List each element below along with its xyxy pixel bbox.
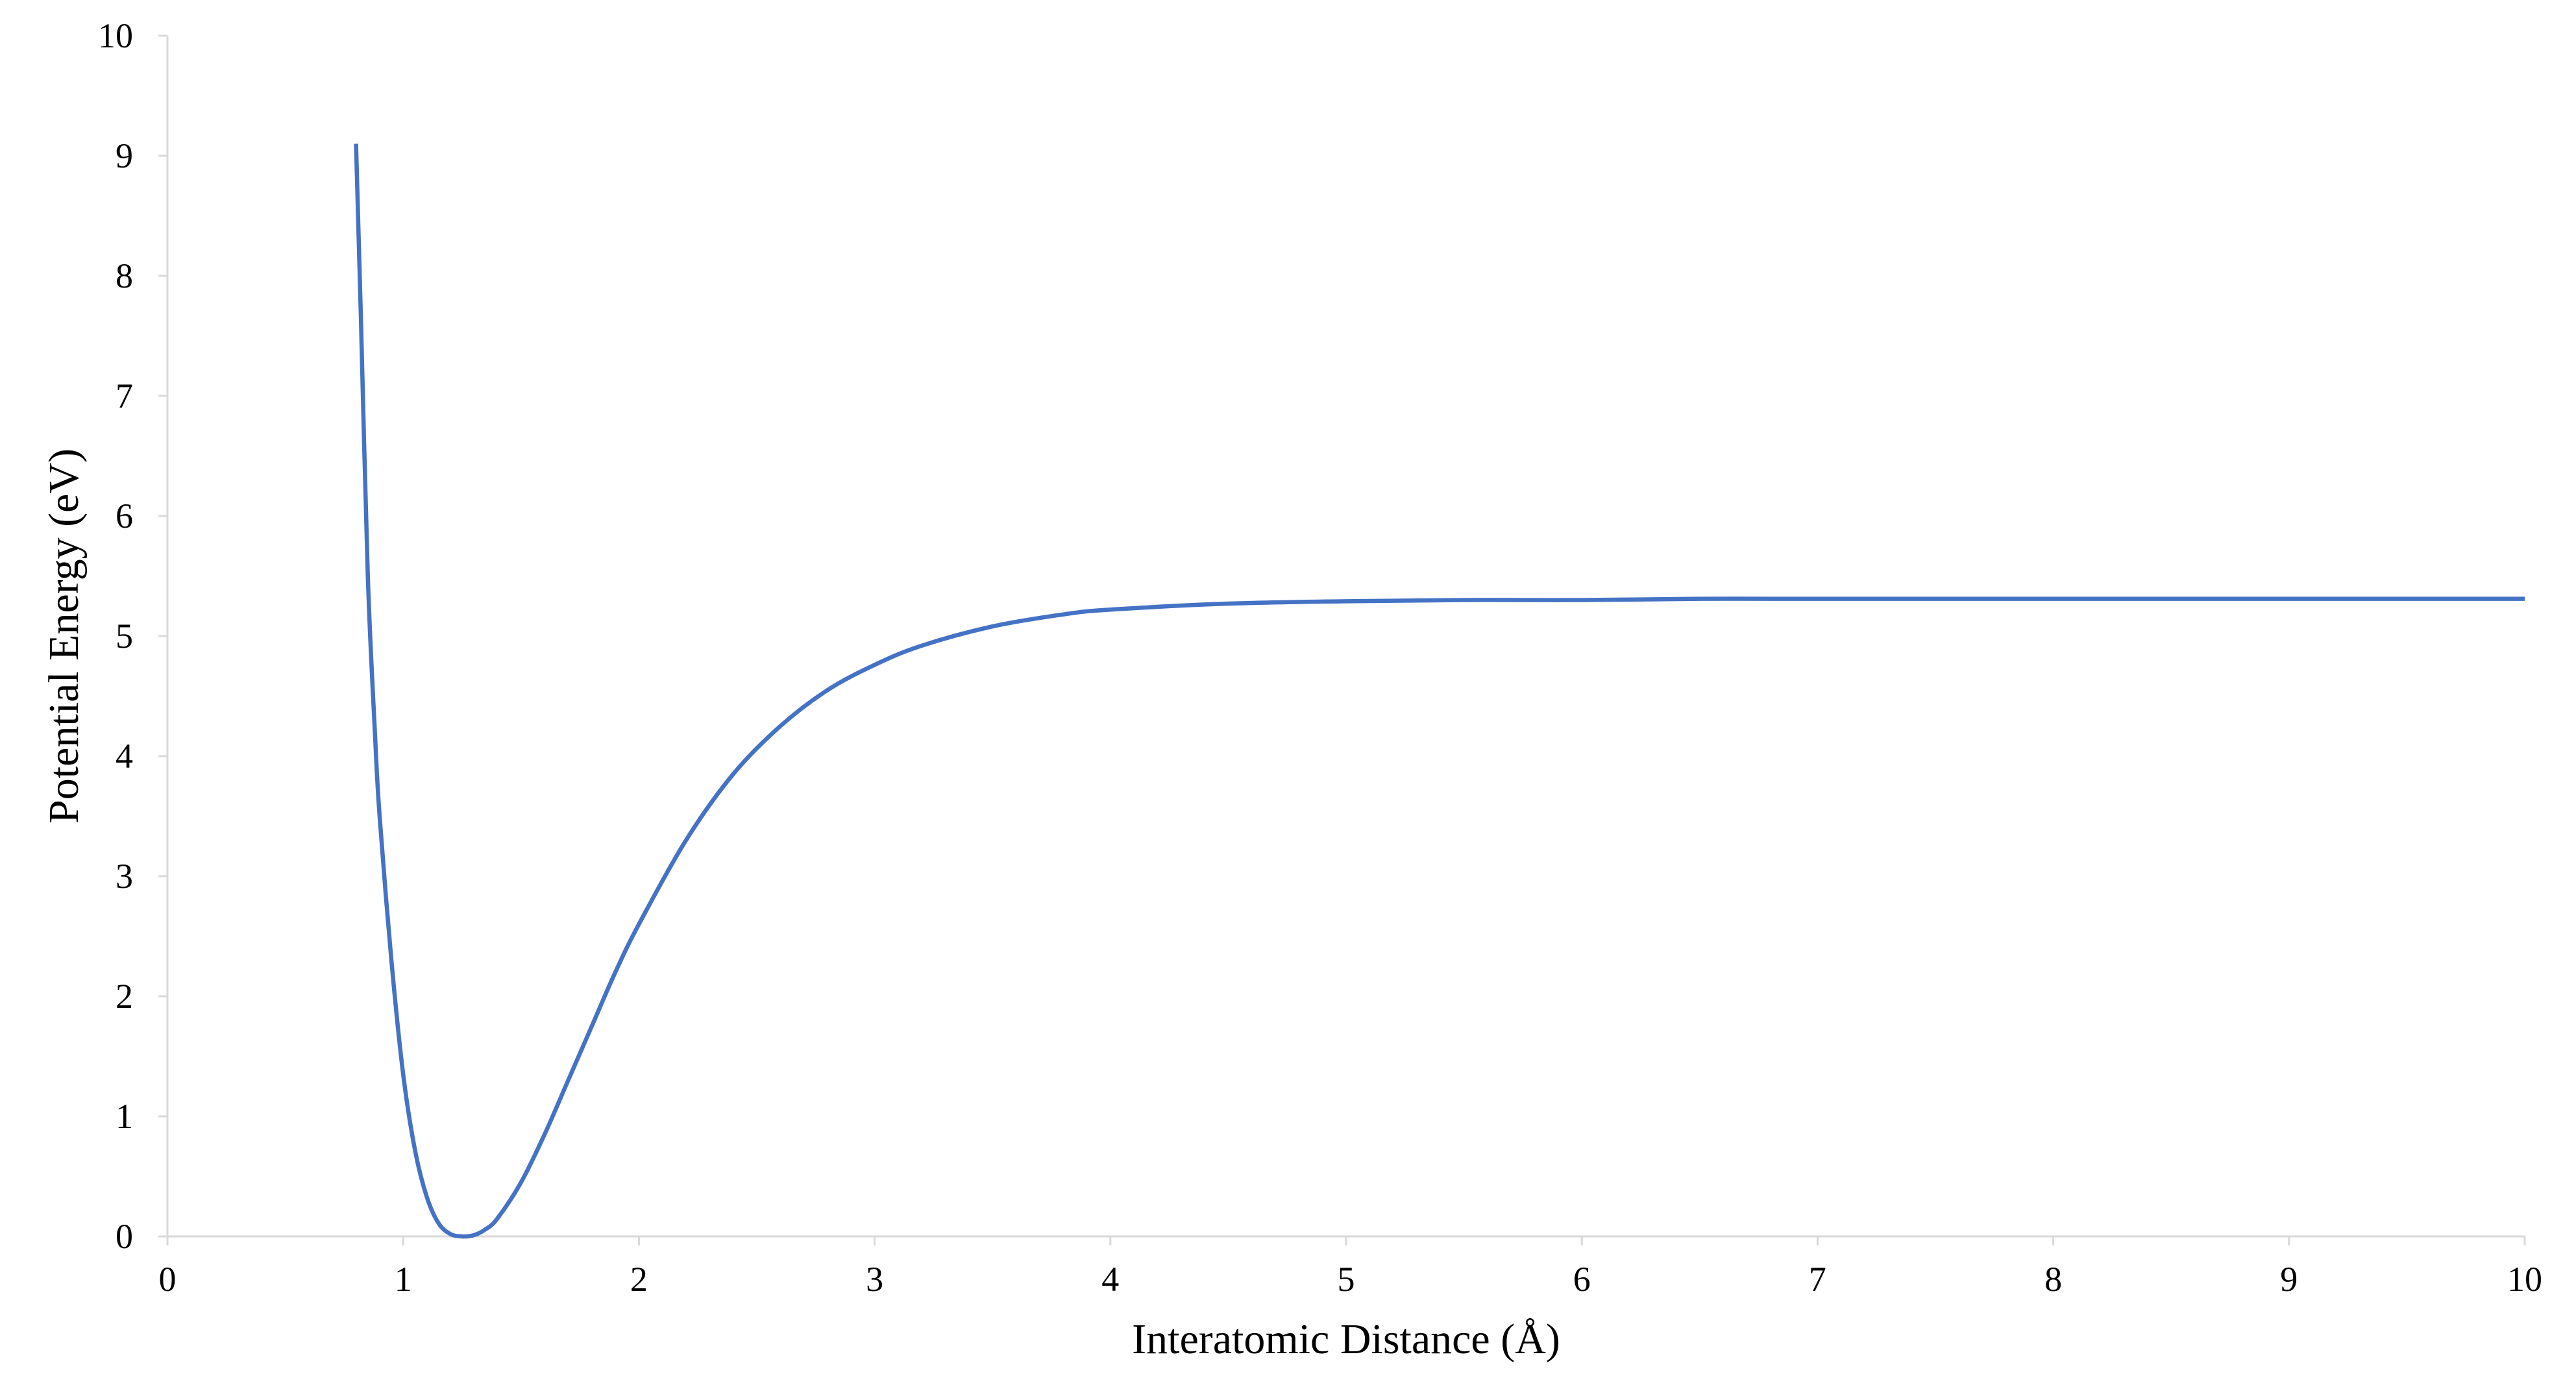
x-tick-label: 2 [630, 1260, 648, 1299]
x-tick-label: 3 [866, 1260, 883, 1299]
x-tick-label: 7 [1809, 1260, 1826, 1299]
y-axis-title: Potential Energy (eV) [40, 448, 88, 824]
potential-energy-curve [354, 143, 2525, 1239]
y-tick-label: 4 [116, 737, 133, 776]
y-tick-label: 5 [116, 617, 133, 656]
x-tick-label: 6 [1573, 1260, 1591, 1299]
y-tick-label: 6 [116, 497, 133, 535]
y-tick-label: 9 [116, 136, 133, 175]
y-tick-label: 10 [98, 16, 133, 55]
x-axis-title: Interatomic Distance (Å) [1132, 1316, 1560, 1363]
series-group [354, 143, 2525, 1239]
x-tick-label: 0 [159, 1260, 177, 1299]
x-tick-label: 8 [2044, 1260, 2062, 1299]
y-tick-label: 8 [116, 256, 133, 295]
x-tick-label: 4 [1101, 1260, 1119, 1299]
y-axis-ticks: 0 1 2 3 4 5 6 7 8 9 10 [98, 16, 167, 1256]
y-tick-label: 3 [116, 857, 133, 896]
x-tick-label: 9 [2280, 1260, 2298, 1299]
y-tick-label: 1 [116, 1097, 133, 1136]
y-tick-label: 2 [116, 977, 133, 1016]
x-tick-label: 10 [2507, 1260, 2542, 1299]
x-axis-ticks: 0 1 2 3 4 5 6 7 8 9 10 [159, 1236, 2542, 1299]
axes [166, 36, 2525, 1238]
y-tick-label: 0 [116, 1217, 133, 1256]
x-tick-label: 1 [395, 1260, 412, 1299]
x-tick-label: 5 [1338, 1260, 1355, 1299]
y-tick-label: 7 [116, 376, 133, 415]
